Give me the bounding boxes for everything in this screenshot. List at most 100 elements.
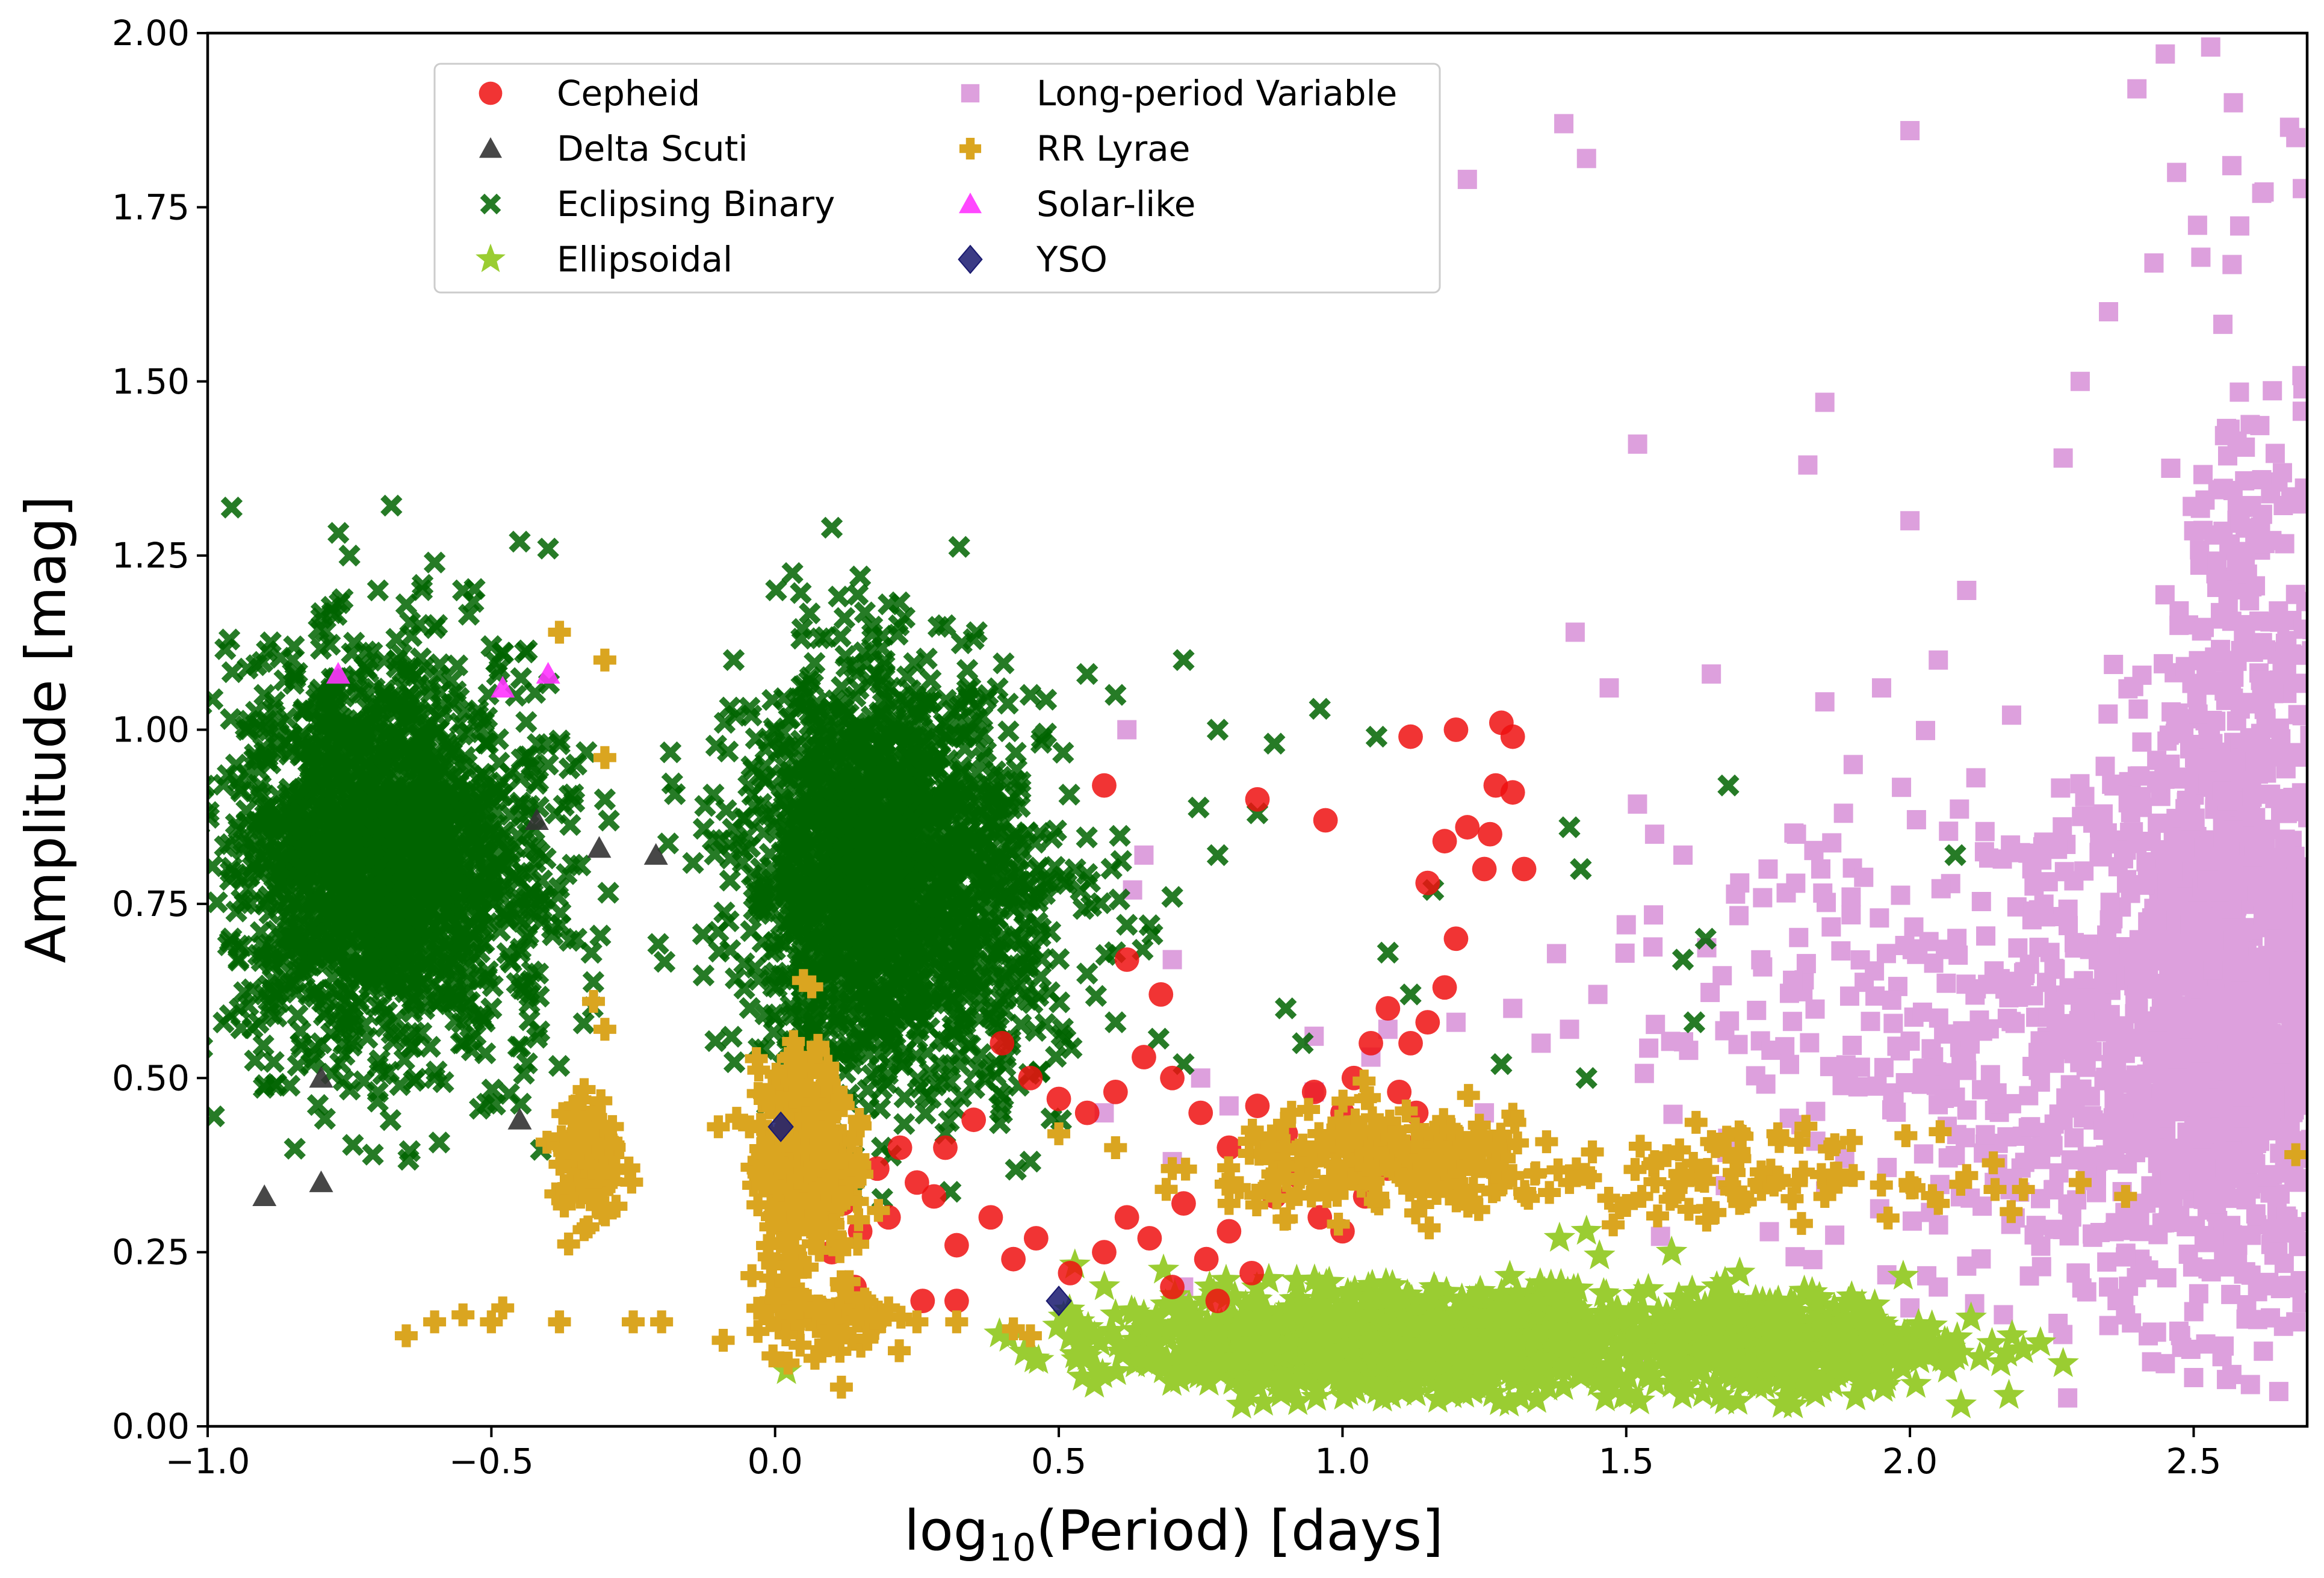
data-point	[1975, 1125, 1995, 1145]
data-point	[2090, 1222, 2110, 1242]
data-point	[1786, 825, 1806, 844]
data-point	[2213, 314, 2233, 334]
data-point	[2077, 1146, 2097, 1166]
series-long-period-variable	[1094, 37, 2307, 1408]
data-point	[2058, 1388, 2078, 1408]
data-point	[2099, 1316, 2119, 1335]
data-point	[1950, 799, 1969, 819]
data-point	[2292, 893, 2307, 912]
data-point	[1882, 990, 1901, 1010]
data-point	[2286, 1312, 2306, 1332]
data-point	[1673, 845, 1693, 865]
data-point	[2261, 1024, 2281, 1044]
data-point	[2115, 1044, 2135, 1063]
data-point	[1805, 999, 1825, 1019]
data-point	[2158, 1185, 2178, 1205]
data-point	[1822, 833, 1842, 853]
data-point	[2252, 184, 2272, 203]
data-point	[2169, 601, 2189, 621]
data-point	[2281, 1007, 2301, 1027]
data-point	[1975, 821, 1995, 841]
data-point	[2102, 775, 2122, 794]
data-point	[1446, 1012, 1466, 1032]
data-point	[2261, 484, 2281, 504]
data-point	[1906, 810, 1926, 830]
data-point	[2204, 525, 2224, 545]
data-point	[1756, 1074, 1776, 1094]
data-point	[1219, 1096, 1239, 1116]
data-point	[2095, 757, 2115, 776]
data-point	[2260, 983, 2280, 1003]
data-point	[2116, 1305, 2136, 1325]
data-point	[2189, 1046, 2208, 1066]
data-point	[2065, 938, 2084, 958]
data-point	[2199, 851, 2219, 871]
data-point	[2031, 1149, 2051, 1169]
data-point	[2099, 1277, 2119, 1297]
data-point	[2285, 1278, 2305, 1298]
data-point	[1957, 1100, 1977, 1120]
data-point	[1815, 692, 1835, 712]
data-point	[2044, 989, 2064, 1009]
data-point	[2223, 93, 2243, 113]
data-point	[1643, 937, 1663, 957]
data-point	[1919, 932, 1939, 951]
data-point	[2233, 1087, 2252, 1107]
data-point	[2229, 382, 2249, 402]
data-point	[2224, 667, 2244, 687]
data-point	[2128, 995, 2148, 1015]
data-point	[1991, 1094, 2010, 1114]
data-point	[2031, 1257, 2051, 1276]
data-point	[2272, 463, 2292, 483]
data-point	[2038, 872, 2058, 892]
data-point	[1747, 1000, 1767, 1020]
data-point	[1565, 622, 1585, 642]
data-point	[2246, 738, 2266, 758]
data-point	[2029, 938, 2049, 958]
data-point	[1924, 953, 1944, 973]
data-point	[2217, 752, 2237, 772]
data-point	[1546, 944, 1566, 964]
data-point	[1644, 905, 1664, 925]
data-point	[2285, 1068, 2305, 1088]
data-point	[1531, 1033, 1551, 1053]
data-point	[1634, 1063, 1654, 1083]
data-point	[2222, 1364, 2242, 1384]
data-point	[2201, 1262, 2221, 1282]
data-point	[1953, 1021, 1972, 1041]
data-point	[2190, 1109, 2210, 1128]
data-point	[2191, 247, 2211, 267]
data-point	[2140, 1122, 2160, 1142]
data-point	[2170, 1205, 2190, 1225]
data-point	[2212, 781, 2232, 801]
data-point	[2155, 1354, 2175, 1373]
data-point	[1588, 985, 1608, 1004]
data-point	[1759, 1222, 1779, 1242]
data-point	[2229, 216, 2249, 236]
data-point	[2277, 873, 2297, 893]
data-point	[2272, 651, 2292, 671]
data-point	[2184, 1367, 2204, 1387]
data-point	[2275, 534, 2295, 554]
data-point	[2070, 371, 2090, 391]
data-point	[2249, 611, 2269, 631]
data-point	[2229, 927, 2249, 947]
data-point	[2279, 1163, 2299, 1183]
data-point	[2064, 871, 2084, 891]
data-point	[2139, 1326, 2158, 1346]
data-point	[2097, 925, 2117, 945]
data-point	[1972, 1196, 1992, 1216]
data-point	[1965, 985, 1985, 1005]
data-point	[1803, 1249, 1823, 1269]
data-point	[1599, 678, 1619, 698]
data-point	[2200, 991, 2220, 1011]
data-point	[2230, 513, 2250, 533]
data-point	[2148, 813, 2168, 833]
data-point	[1841, 905, 1861, 925]
data-point	[2255, 903, 2275, 923]
data-point	[2278, 1209, 2298, 1229]
data-point	[2225, 989, 2245, 1009]
data-point	[2204, 930, 2224, 950]
data-point	[2199, 1026, 2219, 1045]
